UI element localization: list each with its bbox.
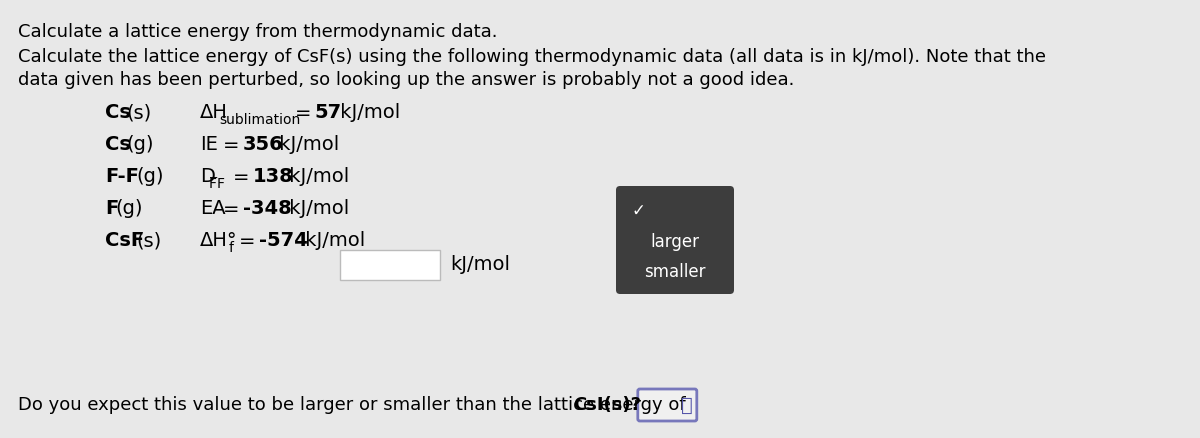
Bar — [340, 250, 440, 280]
Text: kJ/mol: kJ/mol — [283, 199, 349, 219]
Text: F-F: F-F — [106, 167, 139, 187]
Text: kJ/mol: kJ/mol — [335, 103, 401, 123]
Text: (s): (s) — [137, 232, 162, 251]
Text: =: = — [294, 103, 311, 123]
Text: ΔH°: ΔH° — [200, 232, 238, 251]
Text: CsI(s)?: CsI(s)? — [572, 396, 641, 414]
Text: EA: EA — [200, 199, 226, 219]
Text: kJ/mol: kJ/mol — [299, 232, 365, 251]
Text: CsF: CsF — [106, 232, 144, 251]
Text: IE: IE — [200, 135, 218, 155]
Text: (g): (g) — [137, 167, 164, 187]
Text: Cs: Cs — [106, 135, 131, 155]
Text: =: = — [233, 167, 250, 187]
Text: F: F — [106, 199, 119, 219]
Text: larger: larger — [650, 233, 700, 251]
Text: =: = — [239, 232, 256, 251]
Text: -574: -574 — [259, 232, 307, 251]
Text: kJ/mol: kJ/mol — [283, 167, 349, 187]
Text: D: D — [200, 167, 215, 187]
Text: kJ/mol: kJ/mol — [450, 255, 510, 275]
Text: ⦿: ⦿ — [680, 396, 692, 414]
Text: 57: 57 — [314, 103, 342, 123]
FancyBboxPatch shape — [638, 389, 697, 421]
Text: Calculate a lattice energy from thermodynamic data.: Calculate a lattice energy from thermody… — [18, 23, 498, 41]
Text: 138: 138 — [253, 167, 294, 187]
Text: Cs: Cs — [106, 103, 131, 123]
Text: F̅F: F̅F — [210, 177, 226, 191]
Text: =: = — [223, 199, 240, 219]
Text: sublimation: sublimation — [220, 113, 300, 127]
Text: (g): (g) — [115, 199, 143, 219]
Text: kJ/mol: kJ/mol — [274, 135, 340, 155]
Text: data given has been perturbed, so looking up the answer is probably not a good i: data given has been perturbed, so lookin… — [18, 71, 794, 89]
Text: smaller: smaller — [644, 263, 706, 281]
Text: ΔH: ΔH — [200, 103, 228, 123]
Text: ✓: ✓ — [632, 202, 646, 220]
Text: f: f — [228, 241, 234, 255]
Text: =: = — [223, 135, 240, 155]
Text: Do you expect this value to be larger or smaller than the lattice energy of: Do you expect this value to be larger or… — [18, 396, 691, 414]
FancyBboxPatch shape — [616, 186, 734, 294]
Text: Calculate the lattice energy of CsF(s) using the following thermodynamic data (a: Calculate the lattice energy of CsF(s) u… — [18, 48, 1046, 66]
Text: (g): (g) — [126, 135, 154, 155]
Text: 356: 356 — [242, 135, 283, 155]
Text: -348: -348 — [242, 199, 292, 219]
Text: (s): (s) — [126, 103, 151, 123]
